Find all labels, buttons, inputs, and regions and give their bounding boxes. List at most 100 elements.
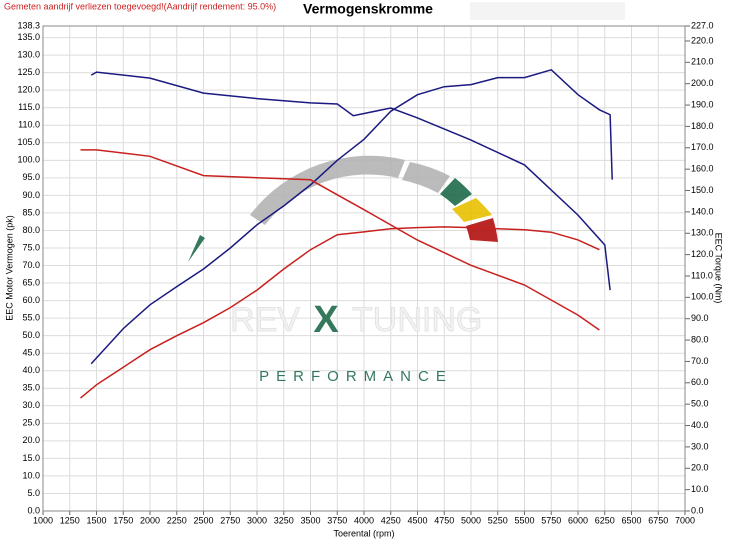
y-tick-label: 120.0	[17, 85, 40, 95]
y2-tick-label: 40.0	[691, 420, 709, 430]
annotation: Gemeten aandrijf verliezen toegevoegd!(A…	[4, 1, 276, 11]
x-tick-label: 6250	[595, 515, 615, 525]
y2-tick-label: 170.0	[691, 142, 714, 152]
x-tick-label: 1250	[60, 515, 80, 525]
x-tick-label: 6000	[568, 515, 588, 525]
gauge-yellow	[452, 198, 492, 222]
y-tick-label: 15.0	[22, 453, 40, 463]
y-tick-label: 90.0	[22, 190, 40, 200]
y2-tick-label: 70.0	[691, 356, 709, 366]
y2-tick-label: 220.0	[691, 35, 714, 45]
gauge-green	[440, 178, 472, 206]
y-tick-label: 20.0	[22, 435, 40, 445]
x-tick-label: 3000	[247, 515, 267, 525]
y2-tick-label: 10.0	[691, 484, 709, 494]
y-tick-label: 95.0	[22, 172, 40, 182]
y2-tick-label: 130.0	[691, 228, 714, 238]
data-line	[80, 226, 600, 399]
x-tick-label: 6500	[621, 515, 641, 525]
y-tick-label: 10.0	[22, 470, 40, 480]
y-tick-label: 35.0	[22, 383, 40, 393]
x-tick-label: 4000	[354, 515, 374, 525]
y-tick-label: 125.0	[17, 67, 40, 77]
y2-tick-label: 30.0	[691, 441, 709, 451]
y2-tick-label: 200.0	[691, 78, 714, 88]
y2-tick-label: 140.0	[691, 206, 714, 216]
data-line	[90, 68, 613, 365]
y-tick-label: 135.0	[17, 32, 40, 42]
y-tick-label: 40.0	[22, 365, 40, 375]
grid: 1000 1250 1500 1750 2000 2250 2500 2750 3000 3250…	[17, 20, 713, 525]
x-tick-label: 5000	[461, 515, 481, 525]
lines	[80, 68, 613, 399]
y2-tick-label: 60.0	[691, 377, 709, 387]
y-tick-label: 25.0	[22, 418, 40, 428]
x-tick-label: 5500	[514, 515, 534, 525]
x-tick-label: 1500	[86, 515, 106, 525]
x-tick-label: 5250	[488, 515, 508, 525]
y-tick-label: 105.0	[17, 137, 40, 147]
y-tick-label: 138.3	[17, 20, 40, 30]
x-tick-label: 2750	[220, 515, 240, 525]
plot-frame	[42, 25, 686, 512]
y-tick-label: 60.0	[22, 295, 40, 305]
logo-right: TUNING	[352, 301, 482, 339]
x-tick-label: 4250	[381, 515, 401, 525]
y-tick-label: 30.0	[22, 400, 40, 410]
logo-tagline: PERFORMANCE	[259, 368, 453, 385]
y-tick-label: 50.0	[22, 330, 40, 340]
x-tick-label: 1750	[113, 515, 133, 525]
y-tick-label: 80.0	[22, 225, 40, 235]
y-tick-label: 110.0	[18, 120, 40, 130]
x-tick-label: 7000	[675, 515, 695, 525]
y-tick-label: 5.0	[27, 488, 40, 498]
gauge-arc	[250, 155, 405, 225]
y-tick-label: 115.0	[18, 102, 40, 112]
y-tick-label: 0.0	[27, 505, 40, 515]
y2-tick-label: 80.0	[691, 334, 709, 344]
x-tick-label: 5750	[541, 515, 561, 525]
y2-tick-label: 90.0	[691, 313, 709, 323]
x-tick-label: 3750	[327, 515, 347, 525]
gauge-red	[466, 218, 498, 242]
x-tick-label: 2500	[193, 515, 213, 525]
y2-tick-label: 100.0	[691, 292, 714, 302]
y-tick-label: 85.0	[22, 207, 40, 217]
y-tick-label: 75.0	[22, 242, 40, 252]
y2-tick-label: 160.0	[691, 164, 714, 174]
y2-tick-label: 20.0	[691, 463, 709, 473]
y2-tick-label: 150.0	[691, 185, 714, 195]
y2-tick-label: 110.0	[691, 270, 713, 280]
x-tick-label: 6750	[648, 515, 668, 525]
x-tick-label: 1000	[33, 515, 53, 525]
x-tick-label: 4500	[407, 515, 427, 525]
gauge-arc	[402, 162, 450, 193]
y-tick-label: 130.0	[17, 49, 40, 59]
data-line	[90, 71, 611, 291]
x-tick-label: 4750	[434, 515, 454, 525]
y-tick-label: 55.0	[22, 312, 40, 322]
title-box	[470, 2, 625, 20]
y2-tick-label: 227.0	[691, 20, 714, 30]
chart-title: Vermogenskromme	[303, 1, 433, 17]
y2-tick-label: 120.0	[691, 249, 714, 259]
x-axis-label: Toerental (rpm)	[333, 528, 394, 538]
y-tick-label: 45.0	[22, 348, 40, 358]
x-tick-label: 3500	[300, 515, 320, 525]
x-tick-label: 2250	[167, 515, 187, 525]
y-tick-label: 65.0	[22, 277, 40, 287]
x-tick-label: 3250	[274, 515, 294, 525]
y2-tick-label: 180.0	[691, 121, 714, 131]
y2-axis-label: EEC Torque (Nm)	[714, 233, 724, 304]
y2-tick-label: 50.0	[691, 399, 709, 409]
y-tick-label: 70.0	[22, 260, 40, 270]
logo: REV X TUNING PERFORMANCE	[188, 155, 498, 385]
data-line	[80, 149, 600, 331]
y-axis-label: EEC Motor Vermogen (pk)	[4, 215, 14, 321]
logo-left: REV	[230, 301, 300, 339]
y-tick-label: 100.0	[17, 155, 40, 165]
y2-tick-label: 190.0	[691, 99, 714, 109]
